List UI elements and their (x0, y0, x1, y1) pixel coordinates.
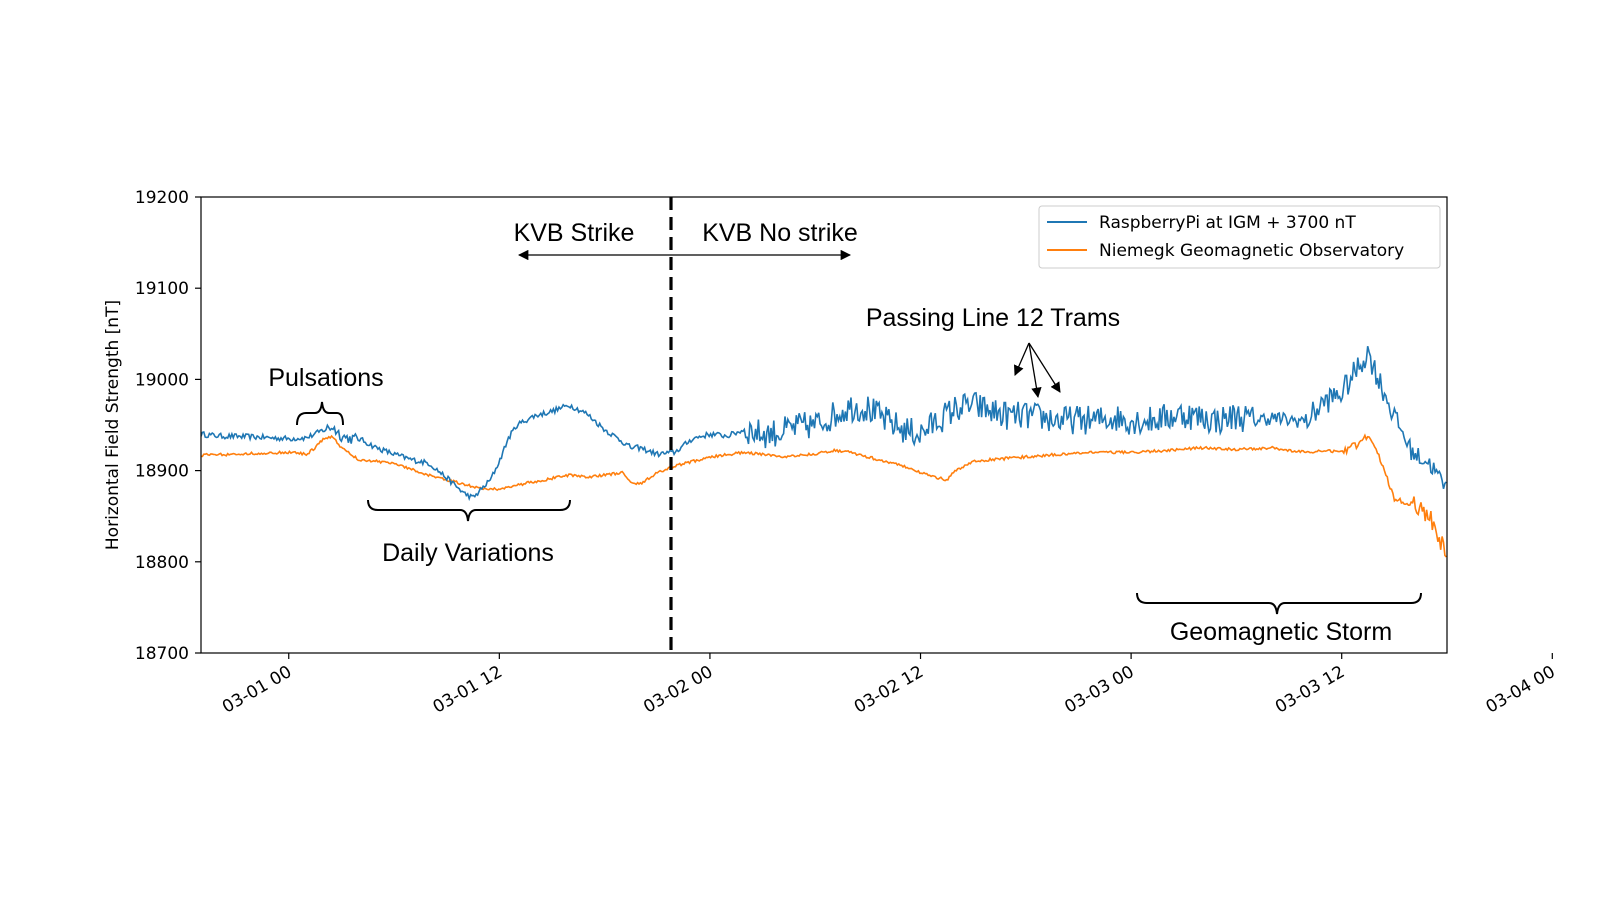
x-tick-label: 03-01 00 (219, 662, 295, 718)
y-axis: 18700 18800 18900 19000 19100 19200 (135, 188, 201, 664)
y-tick-label: 19000 (135, 370, 189, 390)
legend: RaspberryPi at IGM + 3700 nT Niemegk Geo… (1038, 205, 1441, 269)
legend-box (1038, 205, 1441, 269)
tram-arrow-1 (1013, 342, 1030, 376)
series-line-raspberrypi (201, 346, 1447, 502)
y-tick-label: 19200 (135, 188, 189, 208)
tram-arrow-3 (1028, 342, 1061, 393)
x-tick-label: 03-02 00 (640, 662, 716, 718)
y-tick-label: 18800 (135, 553, 189, 573)
pulsations-brace (296, 401, 344, 426)
legend-label-raspberrypi: RaspberryPi at IGM + 3700 nT (1099, 213, 1356, 233)
annotation-kvb-strike: KVB Strike (514, 219, 635, 247)
x-tick-label: 03-04 00 (1483, 662, 1559, 718)
annotation-passing-trams: Passing Line 12 Trams (866, 304, 1120, 332)
x-tick-label: 03-01 12 (430, 662, 506, 718)
annotation-geomagnetic-storm: Geomagnetic Storm (1170, 618, 1392, 646)
legend-label-niemegk: Niemegk Geomagnetic Observatory (1099, 241, 1404, 261)
series-line-niemegk (201, 433, 1447, 558)
plot-area-frame (200, 196, 1448, 654)
annotation-daily-variations: Daily Variations (382, 539, 554, 567)
x-axis: 03-01 00 03-01 12 03-02 00 03-02 12 03-03 00… (219, 653, 1559, 718)
geomagnetic-storm-brace (1136, 592, 1422, 615)
x-tick-label: 03-02 12 (851, 662, 927, 718)
annotation-pulsations: Pulsations (268, 364, 383, 392)
y-tick-label: 19100 (135, 279, 189, 299)
x-tick-label: 03-03 00 (1061, 662, 1137, 718)
annotation-kvb-no-strike: KVB No strike (702, 219, 858, 247)
x-tick-label: 03-03 12 (1272, 662, 1348, 718)
daily-variations-brace (367, 499, 571, 522)
y-tick-label: 18900 (135, 462, 189, 482)
tram-arrow-2 (1028, 342, 1042, 399)
y-axis-label: Horizontal Field Strength [nT] (103, 300, 123, 550)
y-tick-label: 18700 (135, 644, 189, 664)
